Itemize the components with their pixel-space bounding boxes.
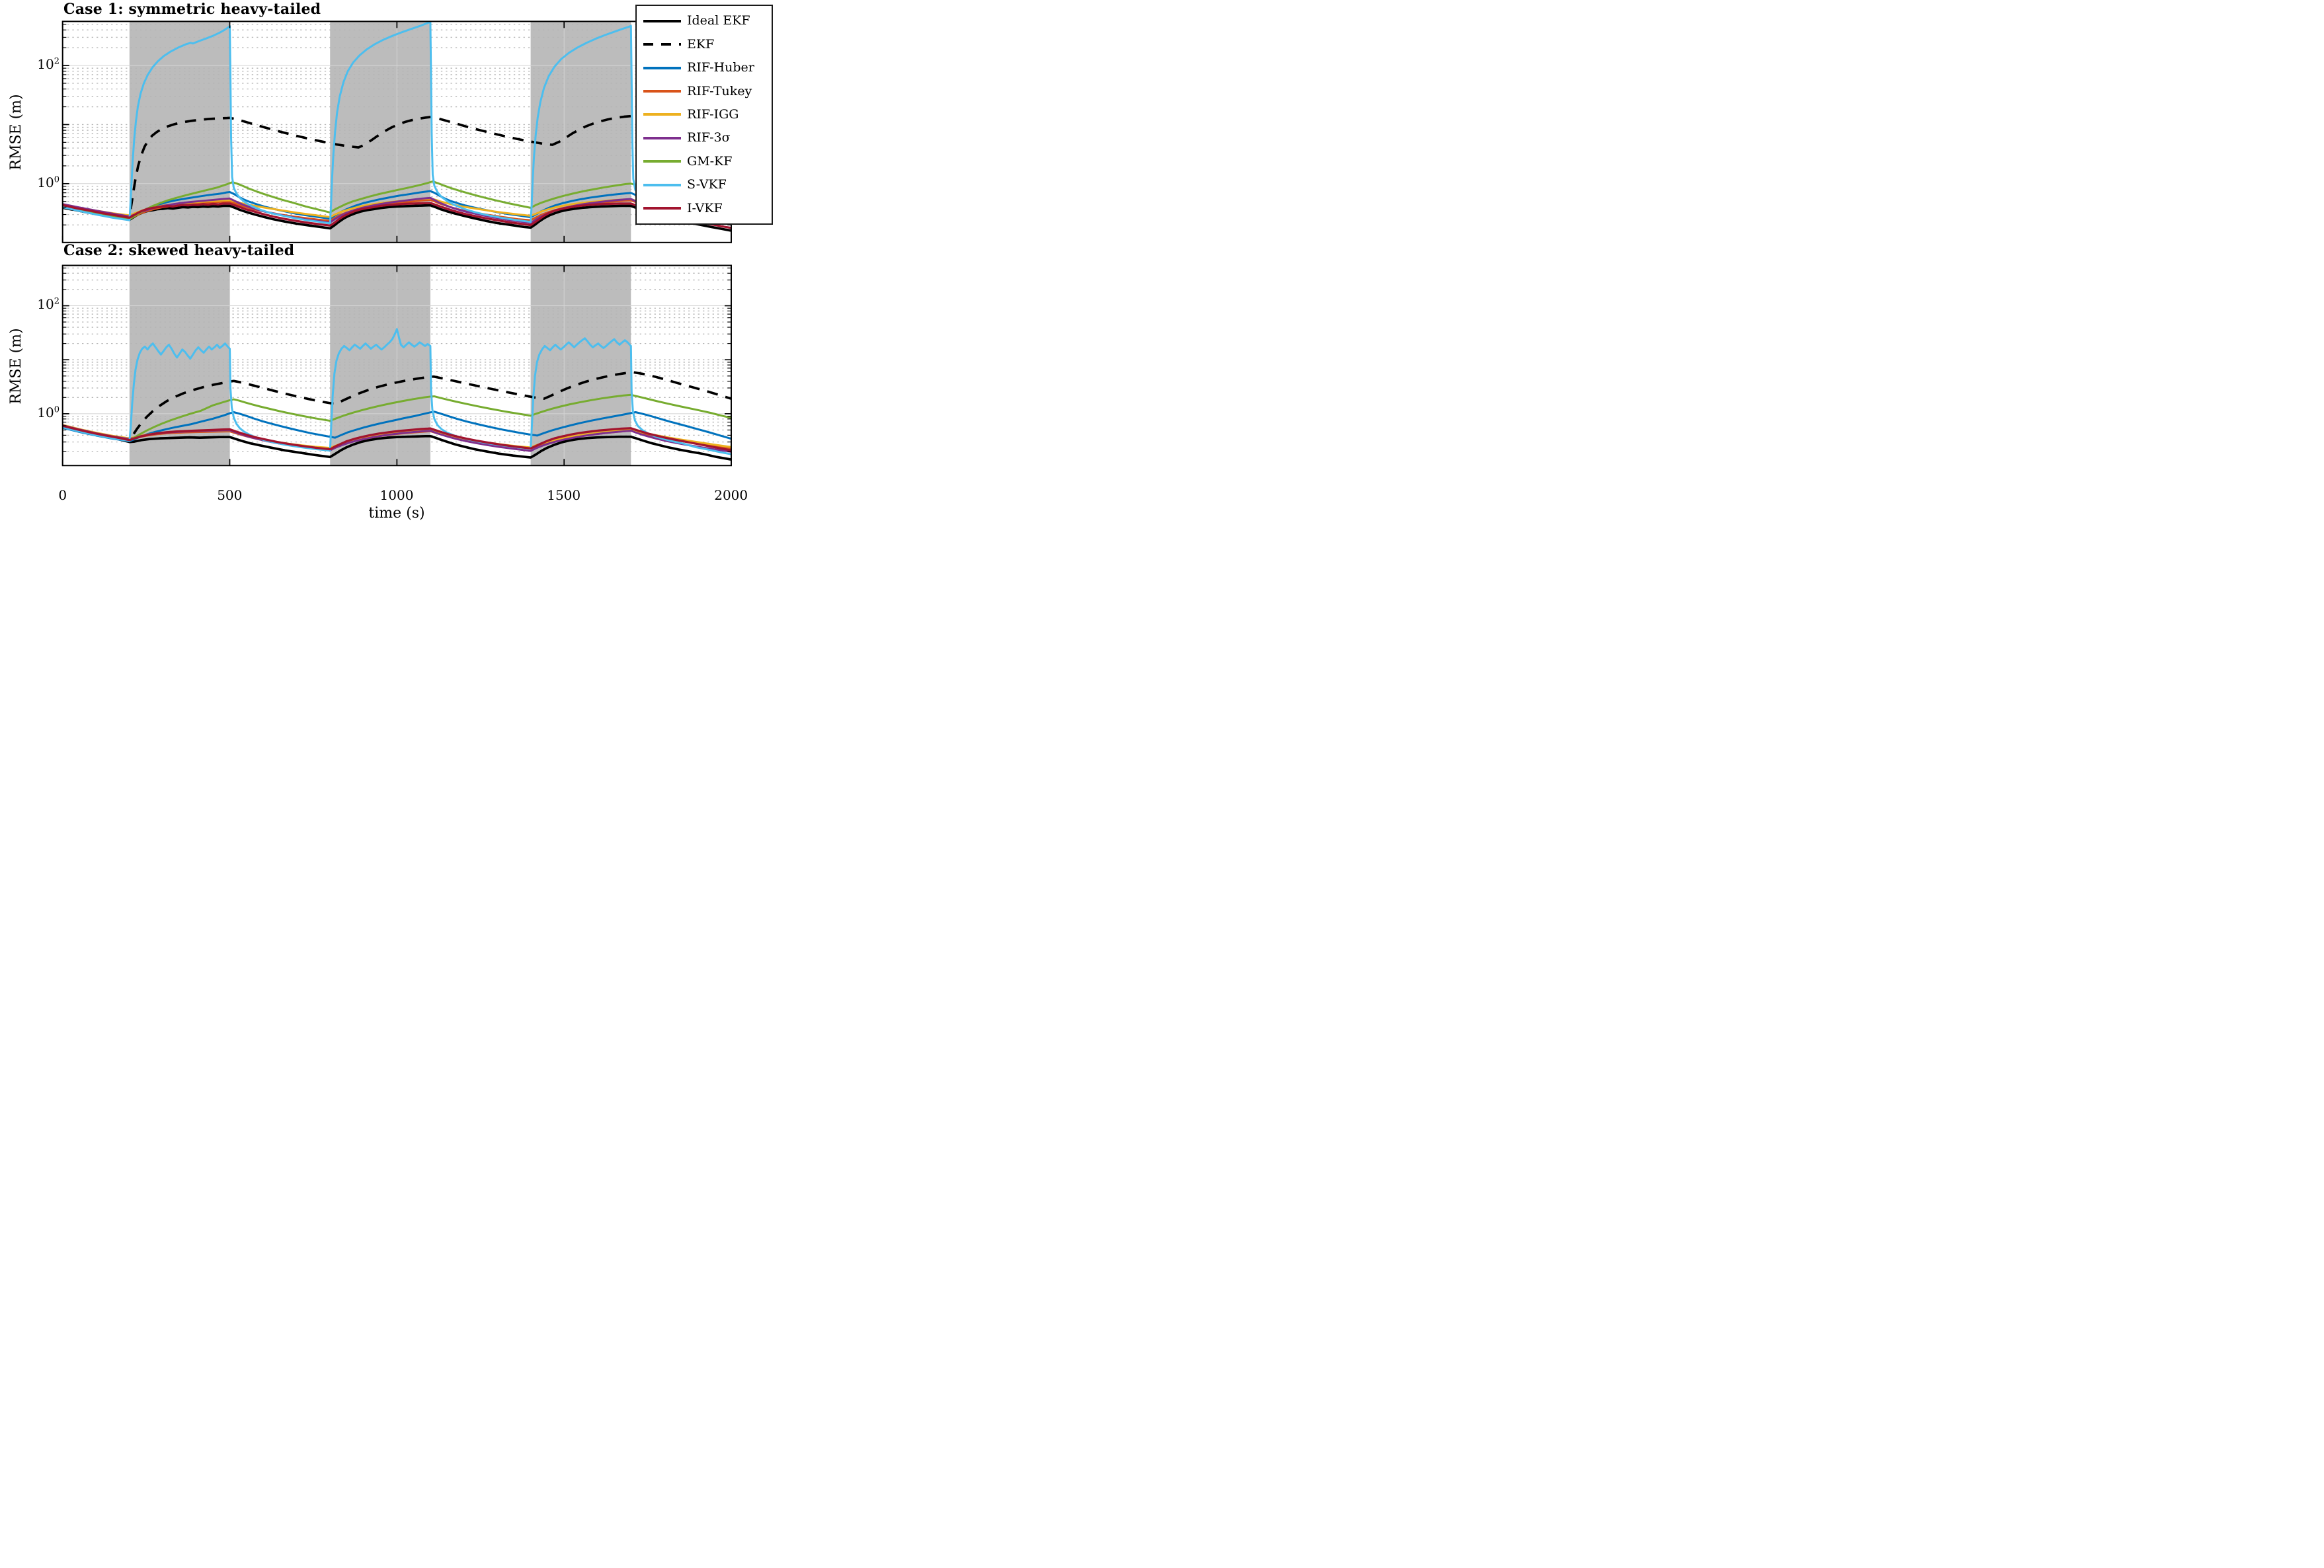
subplot2-ytick-1: 100 xyxy=(37,405,60,420)
series-s_vkf xyxy=(62,21,731,225)
legend-item-gm-kf: GM-KF xyxy=(637,155,772,168)
legend-item-rif-huber: RIF-Huber xyxy=(637,61,772,74)
legend-item-rif-3-: RIF-3σ xyxy=(637,132,772,144)
series-rif_3sigma xyxy=(62,196,731,226)
legend-line-sample xyxy=(643,136,681,139)
legend-item-s-vkf: S-VKF xyxy=(637,178,772,191)
legend-line-sample xyxy=(643,113,681,116)
series-ideal_ekf xyxy=(62,426,731,461)
subplot1-ytick-100: 102 xyxy=(37,56,60,72)
legend-label: I-VKF xyxy=(687,200,723,216)
legend-label: S-VKF xyxy=(687,177,727,192)
figure: Case 1: symmetric heavy-tailed Case 2: s… xyxy=(0,0,775,523)
legend-line-sample xyxy=(643,90,681,93)
series-rif_huber xyxy=(62,411,731,442)
xtick-0: 0 xyxy=(58,487,67,503)
series-ideal_ekf xyxy=(62,204,731,232)
series-gm_kf xyxy=(62,180,731,221)
legend-item-ideal-ekf: Ideal EKF xyxy=(637,15,772,27)
legend-line-sample xyxy=(643,207,681,210)
legend-label: RIF-IGG xyxy=(687,106,739,122)
legend-label: RIF-3σ xyxy=(687,130,731,145)
series-i_vkf xyxy=(62,424,731,451)
subplot2-ytick-100: 102 xyxy=(37,296,60,312)
series-ekf xyxy=(62,371,731,442)
subplot2-ylabel: RMSE (m) xyxy=(8,328,24,405)
legend-line-sample xyxy=(643,160,681,163)
xtick-500: 500 xyxy=(217,487,243,503)
xtick-1500: 1500 xyxy=(547,487,581,503)
subplot1-title: Case 1: symmetric heavy-tailed xyxy=(63,1,321,18)
subplot2-title: Case 2: skewed heavy-tailed xyxy=(63,242,295,259)
xaxis-label: time (s) xyxy=(368,505,425,522)
subplot-1 xyxy=(61,20,732,243)
legend-line-sample xyxy=(643,66,681,69)
legend-label: Ideal EKF xyxy=(687,13,750,28)
series-ekf xyxy=(62,114,731,219)
legend-label: EKF xyxy=(687,36,715,52)
xtick-2000: 2000 xyxy=(714,487,748,503)
legend-box: Ideal EKF EKF RIF-Huber RIF-Tukey RIF-IGG RIF… xyxy=(635,5,773,225)
subplot1-ytick-1: 100 xyxy=(37,175,60,190)
plot-area xyxy=(62,265,731,466)
subplot-2 xyxy=(61,264,732,467)
series-rif_huber xyxy=(62,190,731,221)
subplot1-ylabel: RMSE (m) xyxy=(8,94,24,171)
legend-label: GM-KF xyxy=(687,153,733,169)
axes-box xyxy=(61,264,732,467)
legend-line-sample xyxy=(643,183,681,186)
legend-item-ekf: EKF xyxy=(637,38,772,51)
series-gm_kf xyxy=(62,393,731,442)
legend-line-sample xyxy=(643,43,681,46)
legend-item-rif-igg: RIF-IGG xyxy=(637,108,772,121)
xtick-1000: 1000 xyxy=(380,487,414,503)
plot-area xyxy=(62,21,731,243)
chart-canvas xyxy=(61,20,732,467)
legend-line-sample xyxy=(643,19,681,22)
legend-item-rif-tukey: RIF-Tukey xyxy=(637,85,772,98)
series-i_vkf xyxy=(62,202,731,229)
series-s_vkf xyxy=(62,328,731,455)
legend-label: RIF-Tukey xyxy=(687,83,752,98)
legend-item-i-vkf: I-VKF xyxy=(637,202,772,215)
legend-label: RIF-Huber xyxy=(687,60,754,75)
